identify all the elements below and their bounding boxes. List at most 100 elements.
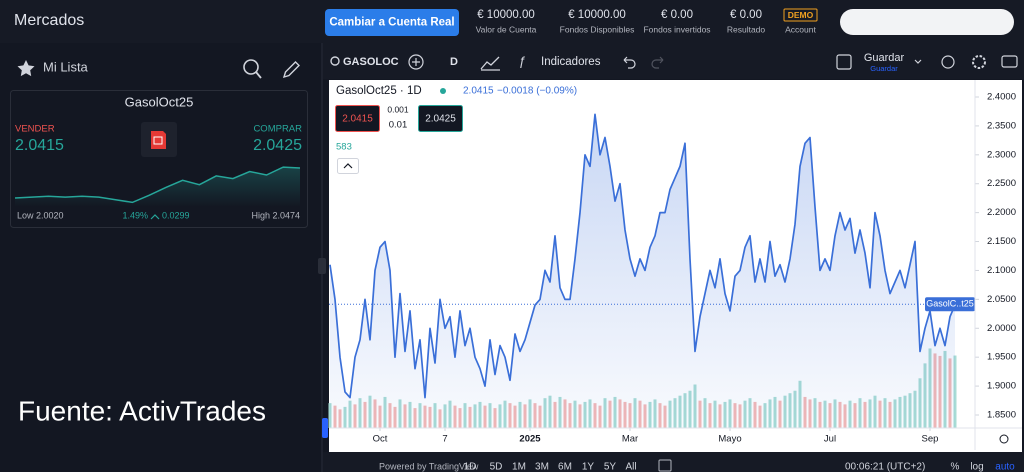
demo-label: DEMO	[788, 10, 814, 20]
compare-plus	[412, 58, 420, 66]
save-caret[interactable]	[914, 59, 922, 64]
range-button[interactable]: 6M	[558, 462, 572, 472]
x-tick-label: 2025	[519, 434, 541, 445]
demo-badge	[783, 8, 818, 22]
panel-toggle[interactable]	[318, 258, 326, 274]
y-tick-label: 1.8500	[987, 410, 1016, 421]
alert-icon[interactable]	[941, 55, 955, 69]
stat-value: € 10000.00	[477, 9, 535, 21]
toolbar-save[interactable]: Guardar	[864, 52, 905, 64]
star-icon[interactable]	[17, 60, 35, 77]
percent-toggle[interactable]: %	[951, 462, 960, 472]
indicators-icon[interactable]: ƒ	[518, 53, 525, 68]
collapse-caret	[343, 163, 353, 169]
toolbar-interval[interactable]: D	[450, 56, 458, 68]
account-label: Account	[785, 24, 816, 34]
sell-button[interactable]	[335, 105, 380, 132]
stat-label: Fondos Disponibles	[560, 24, 635, 34]
x-tick-label: Mayo	[718, 434, 741, 445]
buy-price: 2.0425	[253, 137, 302, 154]
card-symbol: GasolOct25	[125, 94, 194, 109]
search-icon[interactable]	[243, 59, 259, 75]
spread-top: 0.001	[387, 104, 409, 114]
x-tick-label: Sep	[922, 434, 939, 445]
clock: 00:06:21 (UTC+2)	[845, 462, 925, 472]
symbol-search-icon[interactable]	[330, 56, 340, 66]
scroll-handle[interactable]	[322, 418, 328, 438]
y-tick-label: 2.4000	[987, 92, 1016, 103]
sell-button-label: 2.0415	[342, 114, 373, 125]
x-tick-label: Mar	[622, 434, 638, 445]
y-tick-label: 2.2500	[987, 178, 1016, 189]
fuel-icon-detail	[153, 136, 163, 145]
stat-value: € 10000.00	[568, 9, 626, 21]
source-note: Fuente: ActivTrades	[18, 395, 266, 426]
app-title: Mercados	[14, 12, 84, 29]
high-label: High 2.0474	[251, 210, 300, 220]
x-tick-label: 7	[442, 434, 447, 445]
y-tick-label: 2.0500	[987, 294, 1016, 305]
buy-button[interactable]	[418, 105, 463, 132]
price-tag-label: GasolC..t25	[926, 299, 974, 309]
price-line	[329, 113, 956, 399]
buy-label: COMPRAR	[253, 124, 302, 135]
range-button[interactable]: 3M	[535, 462, 549, 472]
sparkline	[14, 166, 301, 204]
change-pct: 1.49%	[122, 210, 148, 220]
y-tick-label: 2.0000	[987, 323, 1016, 334]
low-label: Low 2.0020	[17, 210, 64, 220]
range-button[interactable]: 1M	[512, 462, 526, 472]
compare-icon[interactable]	[408, 54, 424, 70]
range-button[interactable]: 1Y	[582, 462, 595, 472]
undo-icon[interactable]	[623, 56, 636, 69]
legend-last: 2.0415	[463, 86, 494, 97]
sell-label: VENDER	[15, 124, 55, 135]
snapshot-icon[interactable]	[1001, 55, 1018, 68]
price-area	[330, 114, 955, 429]
stat-label: Valor de Cuenta	[476, 24, 537, 34]
price-tag	[925, 297, 975, 312]
y-tick-label: 2.1500	[987, 236, 1016, 247]
powered-by: Powered by TradingView	[379, 461, 479, 471]
range-button[interactable]: 5D	[490, 462, 503, 472]
bottom-bar	[323, 452, 1024, 472]
edit-icon[interactable]	[282, 61, 300, 79]
search-handle	[255, 71, 262, 79]
toolbar-symbol[interactable]: GASOLOC	[343, 56, 399, 68]
redo-icon[interactable]	[651, 56, 664, 69]
stat-value: € 0.00	[661, 9, 693, 21]
auto-toggle[interactable]: auto	[995, 462, 1015, 472]
toolbar-indicators[interactable]: Indicadores	[541, 56, 601, 68]
y-tick-label: 2.1000	[987, 265, 1016, 276]
range-button[interactable]: 5Y	[604, 462, 617, 472]
chart-toolbar	[323, 43, 1024, 79]
market-open-dot	[440, 88, 446, 94]
chart-type-icon[interactable]	[480, 56, 500, 71]
user-blur	[840, 9, 1014, 35]
volume-legend: 583	[336, 142, 352, 153]
up-caret	[150, 214, 160, 220]
range-button[interactable]: All	[625, 462, 636, 472]
button-label: Cambiar a Cuenta Real	[329, 17, 454, 29]
toolbar-save-sub: Guardar	[870, 64, 898, 73]
collapse-legend[interactable]	[337, 158, 359, 174]
sell-price: 2.0415	[15, 137, 64, 154]
stat-label: Resultado	[727, 24, 766, 34]
calendar-icon[interactable]	[658, 459, 672, 472]
y-tick-label: 2.3500	[987, 120, 1016, 131]
log-toggle[interactable]: log	[970, 462, 983, 472]
buy-button-label: 2.0425	[425, 114, 456, 125]
layout-icon[interactable]	[836, 54, 852, 70]
settings-icon[interactable]	[972, 55, 986, 69]
x-tick-label: Oct	[373, 434, 388, 445]
real-account-button[interactable]	[325, 9, 459, 36]
watchlist-title: Mi Lista	[43, 59, 89, 74]
spread-bottom: 0.01	[389, 120, 408, 131]
y-tick-label: 2.2000	[987, 207, 1016, 218]
range-button[interactable]: 1D	[464, 462, 477, 472]
stat-value: € 0.00	[730, 9, 762, 21]
reset-icon[interactable]	[999, 434, 1009, 444]
chart-title: GasolOct25 · 1D	[336, 85, 422, 97]
fuel-icon	[151, 131, 166, 149]
